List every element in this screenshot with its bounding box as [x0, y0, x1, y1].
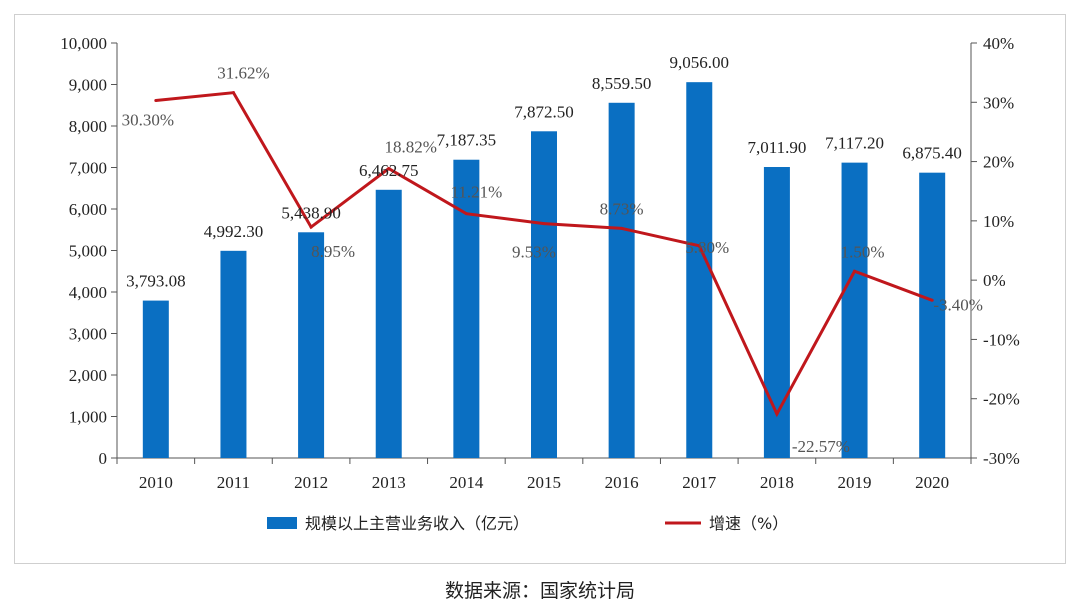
- growth-rate-label: 18.82%: [385, 138, 437, 157]
- bar: [919, 172, 946, 458]
- bar-value-label: 7,117.20: [825, 134, 884, 153]
- x-tick-label: 2015: [527, 473, 561, 492]
- x-tick-label: 2016: [605, 473, 639, 492]
- y-left-tick-label: 6,000: [69, 200, 107, 219]
- bar: [841, 162, 868, 458]
- y-right-tick-label: -10%: [983, 330, 1020, 349]
- bar-value-label: 7,872.50: [514, 102, 574, 121]
- x-tick-label: 2014: [449, 473, 484, 492]
- bar: [531, 131, 557, 458]
- line-point: [542, 222, 546, 226]
- line-point: [464, 212, 468, 216]
- legend-swatch-bar: [267, 517, 297, 529]
- x-tick-label: 2013: [372, 473, 406, 492]
- data-labels: 3,793.08 4,992.30 5,438.90 6,462.75 7,187.35…: [122, 53, 983, 456]
- x-tick-label: 2012: [294, 473, 328, 492]
- line-point: [620, 226, 624, 230]
- bar-value-label: 7,187.35: [437, 131, 497, 150]
- bar: [453, 159, 480, 458]
- y-right-tick-label: 30%: [983, 93, 1014, 112]
- growth-rate-label: 31.62%: [217, 64, 269, 83]
- legend: 规模以上主营业务收入（亿元） 增速（%）: [267, 514, 788, 533]
- x-tick-label: 2019: [838, 473, 872, 492]
- y-right-tick-label: 40%: [983, 34, 1014, 53]
- bar: [298, 232, 325, 458]
- y-left-tick-label: 7,000: [69, 159, 107, 178]
- x-tick-label: 2010: [139, 473, 173, 492]
- line-point: [154, 99, 158, 103]
- growth-rate-label: -3.40%: [933, 295, 983, 314]
- chart-frame: 0 1,000 2,000 3,000 4,000 5,000 6,000 7,000 8,00…: [14, 14, 1066, 564]
- y-right-tick-label: 0%: [983, 271, 1006, 290]
- y-left-tick-label: 1,000: [69, 408, 107, 427]
- y-left-tick-label: 10,000: [60, 34, 107, 53]
- bar: [608, 102, 635, 458]
- axes: 0 1,000 2,000 3,000 4,000 5,000 6,000 7,000 8,00…: [60, 34, 1020, 492]
- y-left-tick-label: 5,000: [69, 242, 107, 261]
- line-point: [775, 412, 779, 416]
- bar-value-label: 5,438.90: [281, 203, 341, 222]
- legend-label-line: 增速（%）: [709, 514, 788, 533]
- y-right-tick-label: 20%: [983, 153, 1014, 172]
- bar-value-label: 6,875.40: [902, 144, 962, 163]
- growth-rate-label: 8.73%: [600, 199, 644, 218]
- y-left-tick-label: 0: [99, 449, 108, 468]
- bar-value-label: 3,793.08: [126, 272, 186, 291]
- bar: [686, 82, 713, 459]
- y-left-tick-label: 2,000: [69, 366, 107, 385]
- growth-rate-label: 5.80%: [685, 238, 729, 257]
- growth-rate-label: -22.57%: [792, 437, 850, 456]
- growth-rate-label: 11.21%: [450, 183, 502, 202]
- legend-label-bar: 规模以上主营业务收入（亿元）: [305, 514, 529, 533]
- y-left-tick-label: 3,000: [69, 325, 107, 344]
- line-point: [697, 244, 701, 248]
- y-right-tick-label: -20%: [983, 390, 1020, 409]
- line-point: [309, 225, 313, 229]
- line-point: [853, 269, 857, 273]
- y-right-tick-label: -30%: [983, 449, 1020, 468]
- bar: [763, 167, 790, 458]
- line-point: [930, 298, 934, 302]
- bar-value-label: 4,992.30: [204, 222, 264, 241]
- x-tick-label: 2011: [217, 473, 250, 492]
- y-left-tick-label: 4,000: [69, 283, 107, 302]
- x-tick-label: 2020: [915, 473, 949, 492]
- y-left-tick-label: 9,000: [69, 76, 107, 95]
- x-tick-label: 2018: [760, 473, 794, 492]
- line-point: [231, 91, 235, 95]
- y-left-tick-label: 8,000: [69, 117, 107, 136]
- growth-rate-label: 30.30%: [122, 111, 174, 130]
- source-note: 数据来源：国家统计局: [444, 580, 635, 602]
- line-point: [387, 167, 391, 171]
- bar-value-label: 6,462.75: [359, 161, 419, 180]
- line-series: [154, 91, 934, 418]
- x-tick-label: 2017: [682, 473, 717, 492]
- bar: [220, 250, 247, 458]
- growth-rate-label: 9.53%: [512, 243, 556, 262]
- bar-value-label: 9,056.00: [670, 53, 730, 72]
- bar: [142, 300, 169, 458]
- bar: [375, 189, 402, 458]
- growth-rate-label: 1.50%: [841, 242, 885, 261]
- y-right-tick-label: 10%: [983, 212, 1014, 231]
- bar-value-label: 8,559.50: [592, 74, 652, 93]
- growth-rate-label: 8.95%: [311, 242, 355, 261]
- bar-value-label: 7,011.90: [747, 138, 806, 157]
- combo-chart: 0 1,000 2,000 3,000 4,000 5,000 6,000 7,000 8,00…: [60, 34, 1020, 533]
